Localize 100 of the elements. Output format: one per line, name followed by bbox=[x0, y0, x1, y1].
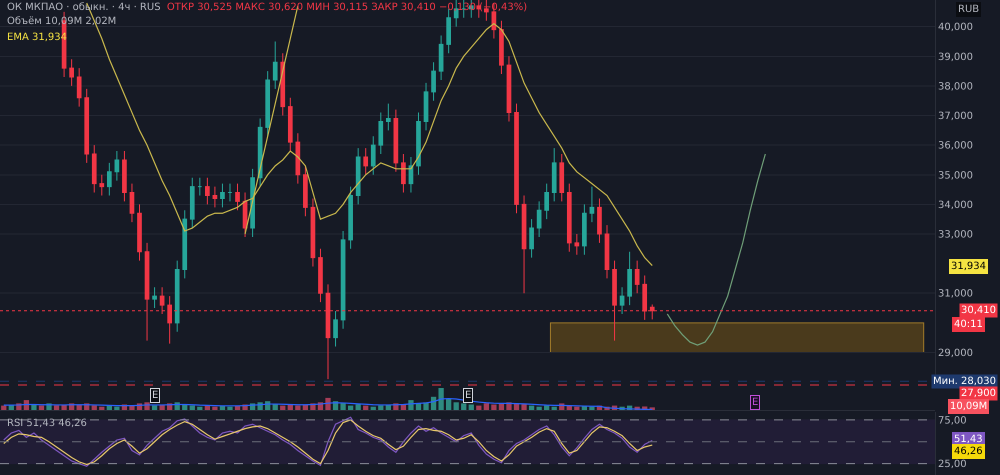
candlestick bbox=[522, 194, 526, 294]
candlestick bbox=[514, 103, 519, 214]
candlestick bbox=[544, 183, 550, 220]
bar bbox=[484, 403, 489, 410]
bar bbox=[476, 406, 482, 410]
ref-line-label: 27,900 bbox=[961, 388, 996, 399]
text: 40:11 bbox=[954, 319, 983, 330]
y-tick-label: 38,000 bbox=[938, 81, 973, 92]
candlestick bbox=[303, 165, 308, 217]
y-tick-label: 39,000 bbox=[938, 52, 973, 63]
text: 31,934 bbox=[951, 261, 986, 272]
candlestick bbox=[318, 248, 323, 303]
annotation: E bbox=[752, 397, 758, 408]
bar bbox=[280, 406, 286, 410]
y-tick-label: 35,000 bbox=[938, 170, 973, 182]
text: 46,26 bbox=[954, 446, 983, 457]
bar bbox=[528, 406, 534, 410]
bar bbox=[272, 404, 278, 410]
candlestick bbox=[378, 112, 384, 155]
candlestick bbox=[84, 88, 90, 164]
candlestick bbox=[220, 183, 225, 208]
candlestick bbox=[574, 233, 580, 256]
candlestick bbox=[348, 186, 353, 250]
candlestick bbox=[137, 204, 142, 262]
candlestick bbox=[408, 156, 414, 194]
candlestick bbox=[634, 260, 640, 294]
candlestick bbox=[620, 286, 624, 314]
candlestick bbox=[228, 183, 232, 202]
candlestick bbox=[174, 260, 180, 332]
candlestick bbox=[401, 154, 406, 194]
candlestick bbox=[296, 132, 300, 184]
candlestick bbox=[582, 204, 587, 256]
bar bbox=[114, 406, 120, 410]
candlestick bbox=[333, 310, 338, 348]
candlestick bbox=[99, 174, 104, 196]
text: RUB bbox=[958, 4, 980, 15]
line-series bbox=[666, 153, 766, 346]
candlestick bbox=[340, 230, 346, 330]
bar bbox=[552, 406, 557, 410]
y-tick-label: 25,00 bbox=[938, 459, 967, 470]
candlestick bbox=[370, 136, 376, 176]
candlestick bbox=[559, 154, 564, 202]
bar bbox=[348, 406, 354, 410]
y-tick-label: 31,000 bbox=[938, 288, 973, 300]
y-tick-label: 34,000 bbox=[938, 200, 973, 211]
candlestick bbox=[92, 144, 97, 194]
bar bbox=[521, 404, 527, 410]
bar bbox=[446, 399, 452, 410]
candlestick bbox=[552, 148, 557, 202]
candlestick bbox=[438, 35, 444, 80]
candlestick bbox=[529, 218, 534, 258]
annotation: RSI 51,43 46,26 bbox=[7, 418, 87, 429]
candlestick bbox=[386, 103, 391, 131]
bar bbox=[227, 406, 233, 410]
candlestick bbox=[265, 70, 270, 137]
candlestick bbox=[235, 183, 240, 211]
candlestick bbox=[197, 177, 202, 196]
candlestick bbox=[114, 150, 120, 182]
bar bbox=[295, 406, 300, 410]
candlestick bbox=[310, 198, 316, 268]
candlestick bbox=[122, 150, 127, 202]
bar bbox=[544, 406, 550, 410]
candlestick bbox=[424, 82, 428, 131]
ref-line-label: 30,410 bbox=[961, 305, 996, 316]
candlestick bbox=[536, 200, 542, 238]
bar bbox=[190, 406, 195, 410]
candlestick bbox=[506, 56, 512, 122]
text: 51,43 bbox=[954, 434, 983, 445]
bar bbox=[363, 406, 368, 410]
bar bbox=[340, 403, 346, 410]
bar bbox=[54, 406, 60, 410]
candlestick bbox=[416, 112, 421, 176]
candlestick bbox=[566, 183, 572, 252]
candlestick bbox=[627, 251, 632, 306]
text: 10,09M bbox=[950, 401, 988, 412]
y-tick-label: 75,00 bbox=[938, 415, 967, 426]
bar bbox=[212, 406, 218, 410]
y-tick-label: 29,000 bbox=[938, 348, 973, 359]
y-tick-label: 36,000 bbox=[938, 140, 973, 152]
candlestick bbox=[152, 286, 157, 309]
candlestick bbox=[363, 148, 368, 176]
candlestick bbox=[182, 210, 188, 279]
candlestick bbox=[242, 192, 248, 238]
candlestick bbox=[76, 68, 82, 108]
bar bbox=[99, 406, 104, 410]
bar bbox=[378, 406, 384, 410]
candlestick bbox=[597, 198, 602, 244]
candlestick bbox=[356, 148, 361, 205]
bar bbox=[197, 406, 202, 410]
bar bbox=[491, 404, 497, 410]
y-tick-label: 33,000 bbox=[938, 229, 973, 240]
candlestick bbox=[499, 20, 504, 75]
candlestick bbox=[590, 186, 594, 223]
bar bbox=[461, 403, 466, 410]
candlestick bbox=[69, 58, 74, 86]
bar bbox=[182, 404, 188, 410]
candlestick bbox=[106, 162, 112, 196]
y-tick-label: 37,000 bbox=[938, 111, 973, 122]
bar bbox=[438, 388, 444, 410]
bar bbox=[152, 406, 158, 410]
